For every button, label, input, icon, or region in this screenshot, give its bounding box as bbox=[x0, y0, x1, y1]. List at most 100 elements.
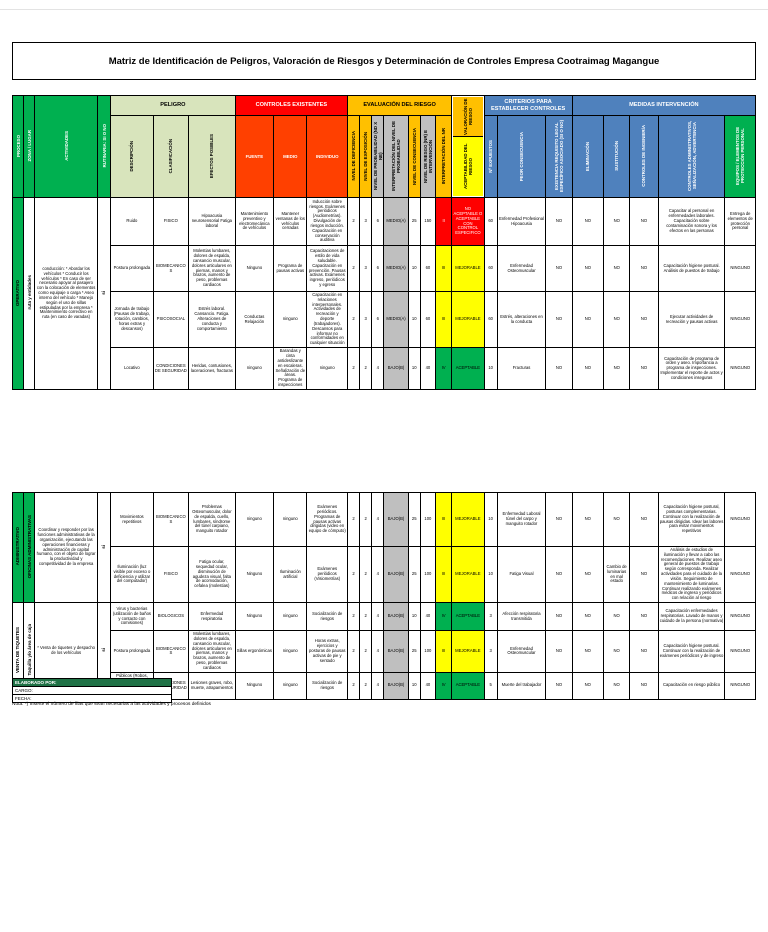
cell-clasificacion: BIOLOGICOS bbox=[152, 602, 190, 632]
cell-nr: 100 bbox=[419, 630, 436, 673]
header-nd: NIVEL DE DEFICIENCIA bbox=[346, 115, 361, 198]
page-title: Matriz de Identificación de Peligros, Va… bbox=[12, 42, 756, 80]
cell-nr: 40 bbox=[419, 602, 436, 632]
cell-clasificacion: BIOMECANICOS bbox=[152, 630, 190, 673]
header-group-controles: CONTROLES EXISTENTES bbox=[234, 94, 348, 117]
cell-ingenieria: NO bbox=[629, 630, 659, 673]
cell-eliminacion: NO bbox=[571, 545, 604, 604]
legend-row: CARGO: bbox=[12, 686, 172, 695]
header-interp-nr-label: INTERPRETACIÓN DEL NR bbox=[441, 128, 447, 185]
cell-individuo: Horas extras, ejercicios y posturas de p… bbox=[306, 630, 348, 673]
cell-rutinaria: si bbox=[96, 602, 112, 700]
cell-interp-np: BAJO(B) bbox=[383, 347, 409, 391]
cell-aceptabilidad: MEJORABLE bbox=[451, 245, 485, 292]
cell-epp: NINGUNO bbox=[724, 545, 756, 604]
cell-descripcion: Iluminación (luz visible por exceso o de… bbox=[110, 545, 154, 604]
cell-interp-np: BAJO(B) bbox=[383, 671, 409, 700]
cell-ne: 2 bbox=[359, 347, 373, 391]
cell-medio: ninguno bbox=[273, 602, 308, 632]
cell-aceptabilidad: MEJORABLE bbox=[451, 492, 485, 547]
cell-interp-np: MEDIO(A) bbox=[383, 197, 409, 246]
cell-nr: 150 bbox=[419, 197, 436, 246]
cell-ne: 2 bbox=[359, 602, 373, 632]
cell-fuente: Sillas ergonómicas bbox=[234, 630, 275, 673]
cell-interp-np: BAJO(B) bbox=[383, 602, 409, 632]
cell-administrativos: Capacitación higiene postural. Análisis … bbox=[657, 245, 726, 292]
cell-aceptabilidad: ACEPTABLE bbox=[451, 602, 485, 632]
proceso-label: ADMINISTRATIVO bbox=[15, 527, 21, 566]
cell-administrativos: Ejecutar actividades de recreación y pau… bbox=[657, 290, 726, 349]
cell-fuente: Ninguno bbox=[234, 545, 275, 604]
cell-efectos: Hipoacusia neurosensorial Fatiga laboral bbox=[188, 197, 236, 246]
matrix-row: OPERATIVO ruta y entidades conducción: *… bbox=[11, 196, 756, 391]
cell-epp: NINGUNO bbox=[724, 602, 756, 632]
cell-sustitucion: NO bbox=[603, 347, 631, 391]
cell-sustitucion: NO bbox=[602, 630, 631, 673]
cell-interp-nr: III bbox=[434, 630, 453, 673]
header-group-criterios: CRITERIOS PARA ESTABLECER CONTROLES bbox=[483, 94, 573, 117]
cell-interp-np: BAJO(B) bbox=[383, 492, 409, 547]
cell-np: 4 bbox=[371, 671, 385, 700]
legend-row: ELABORADO POR: bbox=[12, 678, 172, 687]
header-ne-label: NIVEL DE EXPOSICIÓN bbox=[363, 131, 369, 181]
cell-sustitucion: NO bbox=[603, 245, 631, 292]
cell-eliminacion: NO bbox=[571, 492, 604, 547]
cell-nd: 2 bbox=[346, 545, 361, 604]
cell-nr: 40 bbox=[419, 347, 436, 391]
header-expuestos: Nº EXPUESTOS bbox=[483, 115, 498, 198]
cell-epp: NINGUNO bbox=[724, 630, 756, 673]
cell-epp: NINGUNO bbox=[724, 347, 756, 391]
legend-label-cargo: CARGO: bbox=[12, 686, 172, 695]
cell-expuestos: 3 bbox=[483, 630, 498, 673]
cell-eliminacion: NO bbox=[571, 197, 605, 246]
legend-label-fecha: FECHA: bbox=[12, 694, 172, 703]
cell-actividades: conducción: * Abordar los vehículos * Co… bbox=[34, 196, 98, 391]
cell-nc: 25 bbox=[407, 197, 421, 246]
header-ingenieria-label: CONTROLES DE INGENIERÍA bbox=[641, 125, 647, 188]
cell-medio: ninguno bbox=[273, 630, 308, 673]
cell-ne: 3 bbox=[359, 197, 373, 246]
cell-medio: ninguno bbox=[273, 290, 308, 349]
zona-label: OFICINAS ADMINISTRATIVAS bbox=[26, 514, 32, 579]
cell-aceptabilidad: MEJORABLE bbox=[451, 290, 485, 349]
cell-fuente: Ninguno bbox=[234, 602, 275, 632]
page-top-rule bbox=[0, 9, 768, 10]
header-rutinaria-label: RUTINARIA: SI O NO bbox=[101, 124, 107, 168]
header-peor-consecuencia: PEOR CONSECUENCIA bbox=[496, 115, 547, 198]
cell-ingenieria: NO bbox=[629, 347, 659, 391]
matrix-header: PROCESO ZONA / LUGAR ACTIVIDADES RUTINAR… bbox=[11, 94, 757, 198]
header-nr-label: NIVEL DE RIESGO (NR) E INTERVENCIÓN bbox=[422, 129, 433, 183]
cell-expuestos: 10 bbox=[483, 545, 498, 604]
cell-nc: 10 bbox=[407, 347, 421, 391]
cell-nr: 100 bbox=[419, 545, 436, 604]
cell-np: 6 bbox=[371, 197, 385, 246]
cell-nc: 10 bbox=[407, 245, 421, 292]
header-rutinaria: RUTINARIA: SI O NO bbox=[96, 95, 112, 198]
matrix-row: Postura prolongada BIOMECANICOS Molestia… bbox=[13, 245, 756, 292]
cell-ingenieria: NO bbox=[629, 245, 659, 292]
cell-interp-np: MEDIO(A) bbox=[383, 290, 409, 349]
cell-descripcion: Virus y bacterias (utilización de baños … bbox=[110, 602, 154, 632]
header-valoracion-label-wrap: VALORACIÓN DE RIESGO bbox=[453, 97, 483, 137]
cell-peor-consecuencia: Enfermedad Osteomuscular bbox=[496, 630, 547, 673]
cell-efectos: Molestias lumbares, dolores de espalda, … bbox=[188, 630, 236, 673]
header-group-peligro: PELIGRO bbox=[110, 94, 236, 117]
cell-eliminacion: NO bbox=[571, 290, 605, 349]
cell-actividades: Coordinar y responder por las funciones … bbox=[34, 491, 98, 604]
cell-clasificacion: FISICO bbox=[152, 197, 190, 246]
header-clasificacion-label: CLASIFICACIÓN bbox=[168, 138, 174, 174]
cell-individuo: Socialización de riesgos bbox=[306, 671, 348, 700]
header-aceptabilidad: ACEPTABILIDAD DEL RIESGO bbox=[453, 137, 483, 196]
rutinaria-label: si bbox=[101, 544, 107, 549]
cell-nc: 25 bbox=[407, 545, 421, 604]
cell-ingenieria: NO bbox=[629, 671, 659, 700]
cell-rutinaria: si bbox=[96, 491, 112, 604]
cell-interp-nr: IV bbox=[434, 671, 453, 700]
cell-expuestos: 60 bbox=[483, 290, 498, 349]
cell-administrativos: Capacitación higiene postural, posturas … bbox=[657, 492, 726, 547]
footer-legend-table: ELABORADO POR: CARGO: FECHA: bbox=[12, 678, 172, 703]
cell-nd: 2 bbox=[346, 290, 361, 349]
header-administrativos-label: CONTROLES ADMINISTRATIVOS, SEÑALIZACIÓN,… bbox=[686, 121, 697, 192]
footnote: Nota: *) Inserte el número de filas que … bbox=[12, 702, 211, 707]
header-zona: ZONA / LUGAR bbox=[23, 95, 36, 198]
